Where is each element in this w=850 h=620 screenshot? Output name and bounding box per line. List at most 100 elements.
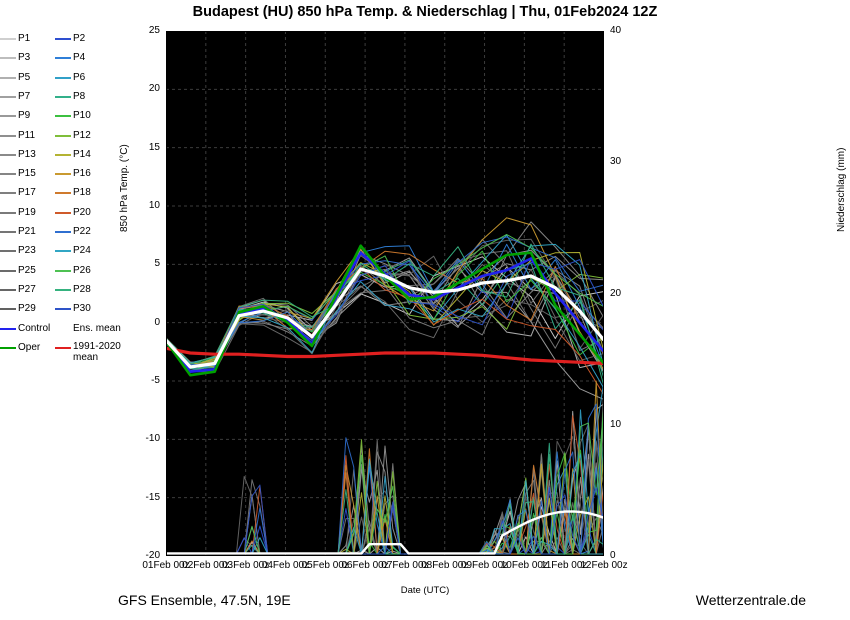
legend-label: P11 [18,129,36,141]
legend-swatch [55,250,71,253]
legend-swatch [55,346,71,350]
legend-swatch [55,211,71,214]
legend-swatch [55,308,71,311]
legend-label: P5 [18,71,31,83]
legend-label: P10 [73,110,91,122]
legend-label: P8 [73,90,86,102]
x-tick: 12Feb 00z [580,560,628,571]
legend-swatch [55,288,71,291]
legend-label: P21 [18,226,36,237]
legend-label: Ens. mean [73,322,121,334]
x-tick: 01Feb 00z [142,560,190,571]
chart-title: Budapest (HU) 850 hPa Temp. & Niederschl… [192,4,658,20]
y-tick-left: 10 [148,200,160,211]
legend-label: P3 [18,52,31,64]
x-tick: 07Feb 00z [381,560,429,571]
legend-label: Oper [18,341,41,353]
legend-swatch [0,38,16,40]
legend-label: P9 [18,110,31,122]
chart-canvas [166,31,604,556]
x-tick: 02Feb 00z [182,560,230,571]
legend-label: P23 [18,245,36,257]
legend-swatch [55,327,71,330]
legend-swatch [0,173,16,176]
legend-label: P28 [73,283,91,295]
footer-right: Wetterzentrale.de [695,592,806,608]
y-tick-left: 20 [148,83,160,95]
chart-plot-area [166,31,604,556]
x-tick: 06Feb 00z [341,560,389,571]
legend-swatch [0,327,16,330]
y-tick-left: -20 [145,550,160,561]
legend-swatch [0,250,16,253]
legend-swatch [55,134,71,137]
y-tick-right: 40 [610,25,622,36]
legend-swatch [0,346,16,350]
x-tick: 08Feb 00z [421,560,469,571]
legend-label: P20 [73,206,91,218]
y-axis-label-left: 850 hPa Temp. (°C) [119,144,130,232]
legend-swatch [0,134,16,137]
legend-swatch [0,115,16,118]
legend-swatch [55,153,71,156]
legend-swatch [55,173,71,176]
footer-left: GFS Ensemble, 47.5N, 19E [118,592,291,608]
y-tick-left: -5 [151,375,160,386]
legend-swatch [0,211,16,214]
legend-swatch [0,153,16,156]
legend-label: P19 [18,206,36,218]
legend-swatch [0,288,16,291]
y-tick-right: 0 [610,550,616,561]
legend-label: P18 [73,187,91,199]
legend-label: P2 [73,33,86,44]
y-tick-right: 20 [610,287,622,299]
legend-label: 1991-2020 mean [73,340,121,363]
legend-label: P1 [18,33,31,44]
legend-label: P4 [73,52,86,64]
legend-swatch [55,269,71,272]
legend-label: Control [18,322,51,334]
y-tick-right: 30 [610,156,622,168]
legend-label: P16 [73,168,91,180]
y-tick-left: 15 [148,141,160,153]
legend-swatch [55,76,71,79]
legend-label: P12 [73,129,91,141]
legend-swatch [55,115,71,118]
legend-label: P7 [18,90,31,102]
y-tick-left: 25 [148,25,160,36]
legend-label: P13 [18,148,36,160]
legend-label: P24 [73,245,91,257]
legend-swatch [0,76,16,79]
legend-swatch [0,231,16,233]
y-tick-left: 5 [154,258,160,270]
x-tick: 10Feb 00z [500,560,548,571]
legend-label: P6 [73,71,86,83]
legend-swatch [0,95,16,98]
y-tick-right: 10 [610,418,622,430]
legend-swatch [55,57,71,60]
y-tick-left: -10 [145,433,160,445]
legend-label: P27 [18,283,36,295]
x-tick: 03Feb 00z [221,560,270,571]
x-tick: 04Feb 00z [261,560,310,571]
legend-label: P22 [73,226,91,237]
legend-label: P25 [18,264,36,276]
legend-swatch [0,57,16,60]
legend-swatch [55,192,71,195]
legend-label: P30 [73,303,91,315]
legend-label: P26 [73,264,91,276]
legend-swatch [0,308,16,311]
x-tick: 11Feb 00z [540,560,588,571]
y-axis-label-right: Niederschlag (mm) [836,147,847,232]
x-tick: 09Feb 00z [460,560,509,571]
y-tick-left: 0 [154,316,160,328]
legend-swatch [0,192,16,195]
x-axis-label: Date (UTC) [400,585,450,596]
legend-swatch [55,38,71,40]
legend: P1 P3 P5 P7 P9 P11 P13 P15 P17 P19 P21 P23 P25 P27 P29… [0,32,121,372]
legend-label: P14 [73,148,91,160]
legend-label: P15 [18,168,36,180]
legend-label: P29 [18,303,36,315]
legend-swatch [55,95,71,98]
legend-swatch [0,269,16,272]
